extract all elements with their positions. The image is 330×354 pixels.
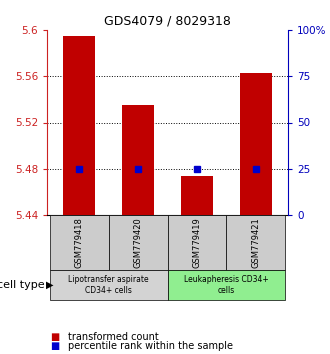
Text: Leukapheresis CD34+
cells: Leukapheresis CD34+ cells xyxy=(184,275,269,295)
Text: cell type: cell type xyxy=(0,280,45,290)
Bar xyxy=(63,36,95,215)
Bar xyxy=(50,215,109,270)
Title: GDS4079 / 8029318: GDS4079 / 8029318 xyxy=(104,15,231,28)
Bar xyxy=(226,215,285,270)
Text: ■: ■ xyxy=(50,341,59,351)
Text: GSM779419: GSM779419 xyxy=(192,217,201,268)
Bar xyxy=(50,270,168,300)
Text: GSM779420: GSM779420 xyxy=(134,217,143,268)
Text: Lipotransfer aspirate
CD34+ cells: Lipotransfer aspirate CD34+ cells xyxy=(68,275,149,295)
Bar xyxy=(109,215,168,270)
Text: transformed count: transformed count xyxy=(68,332,159,342)
Bar xyxy=(122,105,154,215)
Text: ▶: ▶ xyxy=(46,280,53,290)
Text: percentile rank within the sample: percentile rank within the sample xyxy=(68,341,233,351)
Text: GSM779421: GSM779421 xyxy=(251,217,260,268)
Text: ■: ■ xyxy=(50,332,59,342)
Text: GSM779418: GSM779418 xyxy=(75,217,84,268)
Bar xyxy=(168,270,285,300)
Bar xyxy=(240,73,272,215)
Bar xyxy=(168,215,226,270)
Bar xyxy=(181,176,213,215)
